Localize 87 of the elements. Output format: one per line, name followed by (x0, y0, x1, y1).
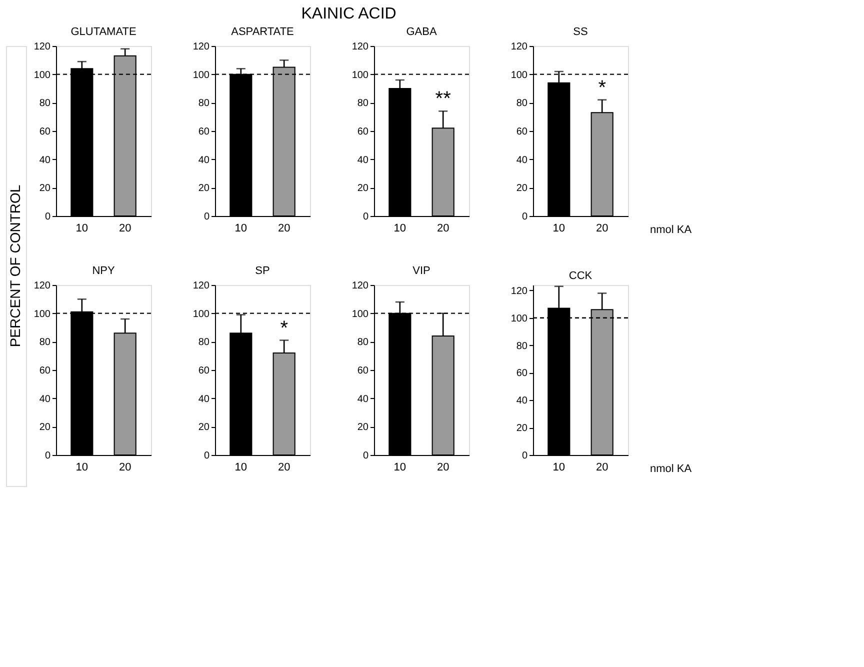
x-tick-label: 20 (436, 222, 450, 234)
x-tick-label: 10 (234, 462, 248, 474)
y-tick-label: 40 (39, 154, 51, 166)
y-tick-label: 40 (516, 154, 528, 166)
y-tick-label: 100 (192, 70, 210, 81)
y-tick-label: 40 (357, 394, 369, 405)
y-tick-label: 120 (34, 42, 51, 52)
y-tick-label: 80 (198, 337, 210, 348)
y-tick-label: 20 (198, 183, 210, 194)
y-tick-label: 40 (357, 154, 369, 166)
y-tick-label: 120 (352, 280, 369, 292)
annotation: * (598, 76, 606, 99)
chart-title: VIP (412, 265, 430, 277)
y-tick-label: 80 (357, 337, 369, 348)
x-tick-label: 10 (552, 222, 566, 234)
y-tick-label: 120 (192, 42, 210, 52)
x-tick-label: 10 (552, 462, 566, 474)
y-tick-label: 60 (516, 126, 528, 138)
x-axis-title: nmol KA (650, 224, 692, 236)
x-tick-label: 10 (234, 222, 248, 234)
chart-title: ASPARTATE (231, 26, 294, 38)
y-tick-label: 40 (198, 394, 210, 405)
x-tick-label: 10 (76, 462, 88, 474)
y-tick-label: 60 (198, 366, 210, 376)
y-tick-label: 20 (39, 422, 51, 434)
y-tick-label: 100 (352, 308, 369, 320)
x-axis-title: nmol KA (650, 463, 692, 475)
y-tick-label: 80 (198, 98, 210, 110)
y-tick-label: 0 (44, 450, 51, 462)
y-tick-label: 40 (516, 396, 528, 407)
y-tick-label: 60 (198, 126, 210, 138)
text: PERCENT OF CONTROL (7, 184, 23, 348)
annotation: * (280, 317, 288, 340)
y-tick-label: 20 (357, 183, 369, 194)
y-tick-label: 60 (39, 366, 51, 376)
x-tick-label: 20 (278, 222, 290, 234)
y-tick-label: 120 (510, 286, 528, 297)
y-tick-label: 120 (352, 42, 369, 52)
y-tick-label: 60 (357, 366, 369, 376)
y-tick-label: 100 (34, 70, 51, 81)
y-tick-label: 80 (39, 337, 51, 348)
y-tick-label: 80 (357, 98, 369, 110)
y-tick-label: 100 (192, 308, 210, 320)
y-tick-label: 20 (357, 422, 369, 434)
y-tick-label: 40 (39, 394, 51, 405)
text: KAINIC ACID (301, 6, 396, 22)
x-tick-label: 10 (394, 222, 406, 234)
y-tick-label: 100 (510, 313, 528, 324)
chart-title: SP (255, 265, 270, 277)
chart-title: NPY (92, 265, 116, 277)
y-tick-label: 60 (516, 368, 528, 380)
y-tick-label: 0 (204, 450, 210, 462)
chart-title: CCK (568, 270, 593, 282)
y-tick-label: 0 (204, 212, 210, 222)
y-tick-label: 20 (39, 183, 51, 194)
chart-title: SS (573, 26, 588, 38)
y-tick-label: 100 (34, 308, 51, 320)
y-tick-label: 20 (198, 422, 210, 434)
y-tick-label: 120 (192, 280, 210, 292)
y-tick-label: 120 (510, 42, 528, 52)
chart-title: GLUTAMATE (70, 26, 136, 38)
x-tick-label: 10 (394, 462, 406, 474)
x-tick-label: 20 (436, 462, 450, 474)
y-tick-label: 20 (516, 423, 528, 434)
x-tick-label: 20 (118, 462, 132, 474)
y-tick-label: 120 (34, 280, 51, 292)
y-tick-label: 0 (522, 450, 528, 462)
x-tick-label: 20 (278, 462, 290, 474)
y-tick-label: 20 (516, 183, 528, 194)
x-tick-label: 20 (596, 462, 608, 474)
y-tick-label: 80 (516, 98, 528, 110)
x-tick-label: 10 (76, 222, 88, 234)
y-tick-label: 0 (362, 212, 369, 222)
y-tick-label: 60 (357, 126, 369, 138)
chart-title: GABA (406, 26, 438, 38)
x-tick-label: 20 (596, 222, 608, 234)
y-tick-label: 100 (510, 70, 528, 81)
y-tick-label: 80 (39, 98, 51, 110)
y-tick-label: 100 (352, 70, 369, 81)
y-tick-label: 60 (39, 126, 51, 138)
y-tick-label: 0 (362, 450, 369, 462)
x-tick-label: 20 (118, 222, 132, 234)
y-tick-label: 40 (198, 154, 210, 166)
annotation: ** (435, 88, 452, 110)
y-tick-label: 0 (44, 212, 51, 222)
y-tick-label: 80 (516, 340, 528, 352)
y-tick-label: 0 (522, 212, 528, 222)
